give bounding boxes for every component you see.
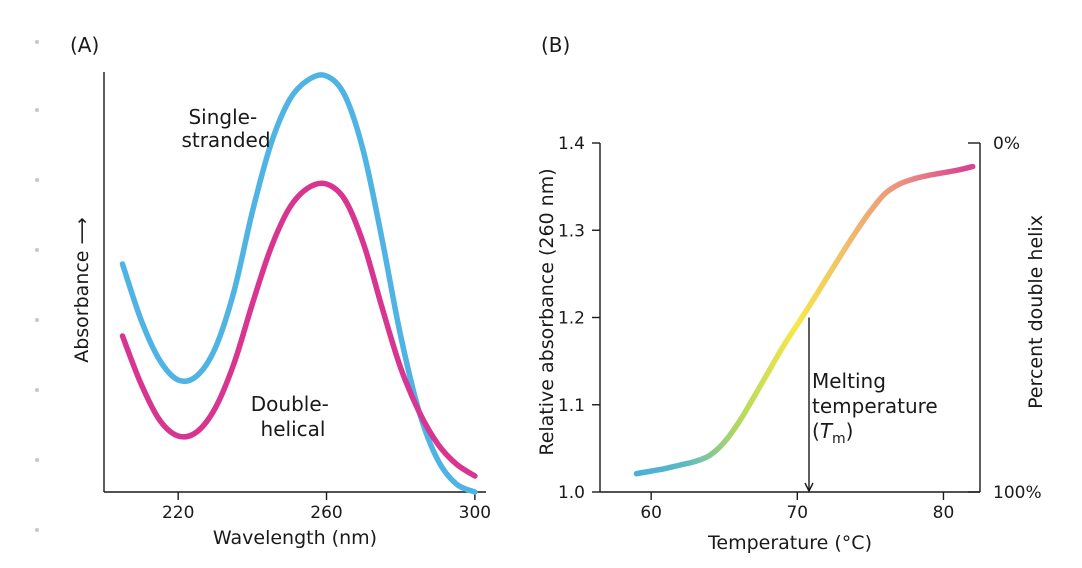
panel-b-right-tick-label: 0% xyxy=(993,134,1020,154)
margin-dots xyxy=(35,40,39,532)
margin-dot xyxy=(35,528,39,532)
panel-a-y-axis-title: Absorbance ⟶ xyxy=(71,217,93,363)
panel-a-x-tick-label: 300 xyxy=(459,503,491,523)
margin-dot xyxy=(35,108,39,112)
tm-symbol-label: (Tm) xyxy=(812,419,853,447)
double-helical-curve xyxy=(119,180,478,479)
panel-a-label: (A) xyxy=(70,33,99,57)
panel-a-series xyxy=(119,72,478,495)
melting-curve xyxy=(633,163,976,477)
margin-dot xyxy=(35,388,39,392)
panel-b-y-tick-label: 1.1 xyxy=(558,396,585,416)
panel-b-x-ticks: 60 70 80 xyxy=(640,492,954,523)
tm-close-paren: ) xyxy=(846,419,854,443)
panel-a-x-tick-label: 260 xyxy=(310,503,342,523)
tm-symbol: T xyxy=(820,419,834,443)
panel-b-x-tick-label: 60 xyxy=(640,503,662,523)
panel-a: (A) 220 260 300 Absorbance ⟶ Wavelength (n… xyxy=(70,33,491,549)
panel-b-y-tick-label: 1.0 xyxy=(558,483,585,503)
double-helical-label-line-1: Double- xyxy=(251,392,329,416)
margin-dot xyxy=(35,318,39,322)
single-stranded-label-line-2: stranded xyxy=(181,128,270,152)
panel-b-right-axis-title: Percent double helix xyxy=(1025,215,1047,409)
panel-b-right-ticks: 0% 100% xyxy=(968,134,1042,503)
panel-a-x-tick-label: 220 xyxy=(162,503,194,523)
melting-temperature-label-line-2: temperature xyxy=(812,394,938,418)
margin-dot xyxy=(35,248,39,252)
panel-b: (B) 60 70 80 1.0 1.1 1.2 1.3 1.4 0% 100% Relati… xyxy=(536,33,1047,554)
panel-b-x-tick-label: 80 xyxy=(933,503,955,523)
panel-b-x-axis-title: Temperature (°C) xyxy=(707,532,872,554)
tm-arrowhead xyxy=(804,482,814,493)
margin-dot xyxy=(35,40,39,44)
panel-b-series xyxy=(633,163,976,477)
panel-a-x-axis-title: Wavelength (nm) xyxy=(213,527,377,549)
panel-b-y-tick-label: 1.2 xyxy=(558,309,585,329)
tm-subscript: m xyxy=(832,431,846,447)
panel-a-x-ticks: 220 260 300 xyxy=(162,492,491,523)
tm-open-paren: ( xyxy=(812,419,820,443)
panel-b-x-tick-label: 70 xyxy=(786,503,808,523)
margin-dot xyxy=(35,178,39,182)
melting-temperature-label: Melting temperature xyxy=(812,369,938,418)
panel-b-label: (B) xyxy=(541,33,570,57)
panel-b-right-tick-label: 100% xyxy=(993,483,1042,503)
panel-b-y-tick-label: 1.3 xyxy=(558,221,585,241)
double-helical-label: Double- helical xyxy=(251,392,335,441)
panel-b-y-tick-label: 1.4 xyxy=(558,134,585,154)
panel-b-y-ticks: 1.0 1.1 1.2 1.3 1.4 xyxy=(558,134,600,503)
melting-temperature-label-line-1: Melting xyxy=(812,369,886,393)
single-stranded-label: Single- stranded xyxy=(181,105,270,152)
panel-b-y-axis-title: Relative absorbance (260 nm) xyxy=(536,168,558,455)
single-stranded-label-line-1: Single- xyxy=(188,105,257,129)
melting-temperature-marker xyxy=(804,317,814,493)
double-helical-label-line-2: helical xyxy=(261,417,326,441)
margin-dot xyxy=(35,458,39,462)
